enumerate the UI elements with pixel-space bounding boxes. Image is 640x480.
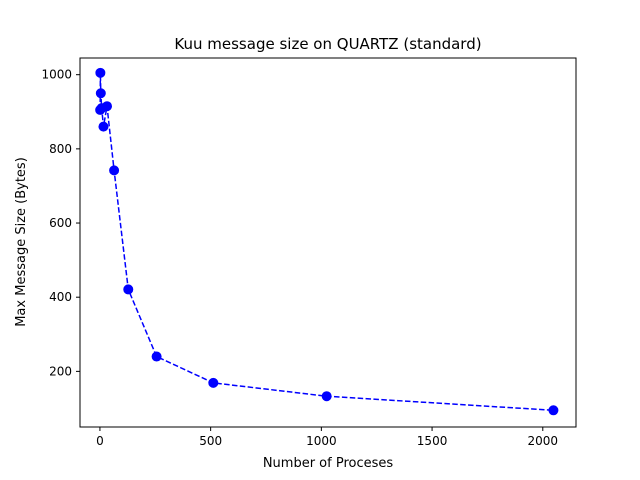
x-tick-label: 2000 (528, 434, 559, 448)
plot-area (95, 67, 559, 416)
x-tick-label: 1000 (306, 434, 337, 448)
y-axis-label: Max Message Size (Bytes) (14, 157, 29, 327)
x-axis-label: Number of Proceses (263, 456, 394, 471)
data-point-marker (548, 405, 559, 416)
y-tick-label: 200 (49, 364, 72, 378)
x-tick-label: 0 (96, 434, 104, 448)
data-point-marker (109, 165, 120, 176)
data-point-marker (321, 391, 332, 402)
data-point-marker (151, 351, 162, 362)
y-tick-label: 800 (49, 142, 72, 156)
y-tick-label: 1000 (41, 68, 72, 82)
chart-title: Kuu message size on QUARTZ (standard) (174, 35, 481, 53)
y-tick-label: 600 (49, 216, 72, 230)
data-point-marker (98, 121, 109, 132)
data-point-marker (208, 377, 219, 388)
data-point-marker (123, 284, 134, 295)
x-tick-label: 1500 (417, 434, 448, 448)
data-point-marker (95, 88, 106, 99)
x-tick-label: 500 (199, 434, 222, 448)
axes-frame (79, 57, 577, 428)
data-point-marker (102, 101, 113, 112)
data-point-marker (95, 67, 106, 78)
y-tick-label: 400 (49, 290, 72, 304)
